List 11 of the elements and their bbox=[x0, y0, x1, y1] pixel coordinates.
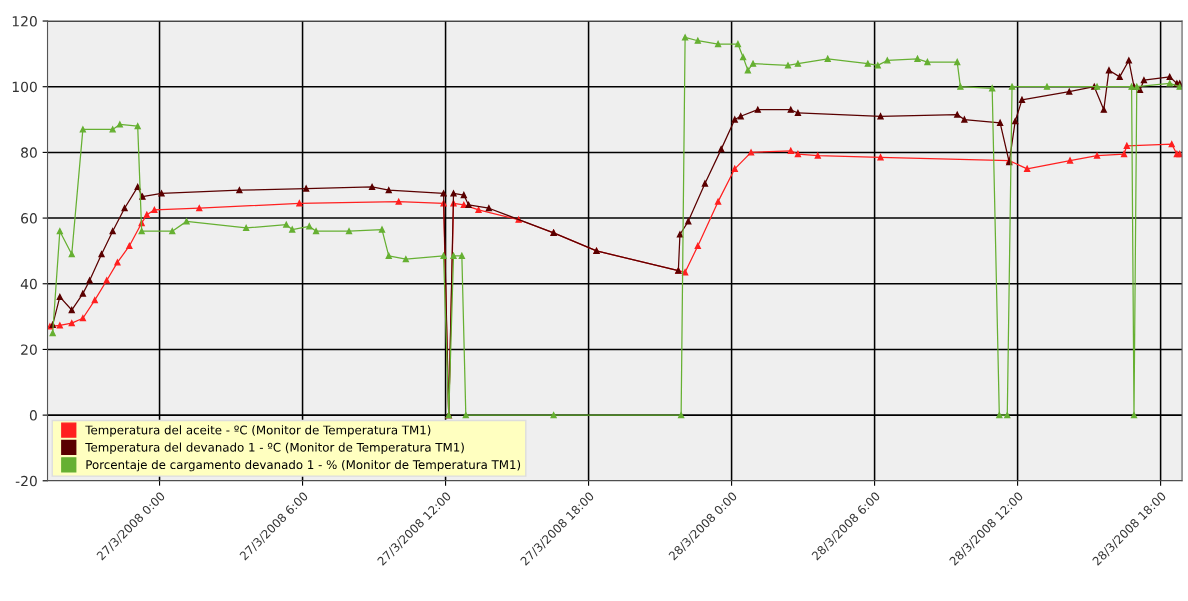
legend-label: Temperatura del devanado 1 - ºC (Monitor de Temperatura TM1) bbox=[85, 442, 464, 455]
y-tick-label: 0 bbox=[29, 410, 37, 421]
legend-label: Porcentaje de cargamento devanado 1 - % (Monitor de Temperatura TM1) bbox=[86, 459, 521, 472]
legend-label: Temperatura del aceite - ºC (Monitor de Temperatura TM1) bbox=[85, 425, 431, 437]
y-tick-label: 60 bbox=[21, 213, 37, 224]
y-tick-label: 100 bbox=[12, 81, 37, 93]
y-tick-label: 80 bbox=[21, 147, 37, 158]
y-tick-label: 40 bbox=[20, 278, 37, 290]
y-tick-label: 20 bbox=[21, 344, 37, 355]
y-tick-label: -20 bbox=[15, 475, 37, 487]
y-tick-label: 120 bbox=[12, 16, 37, 27]
